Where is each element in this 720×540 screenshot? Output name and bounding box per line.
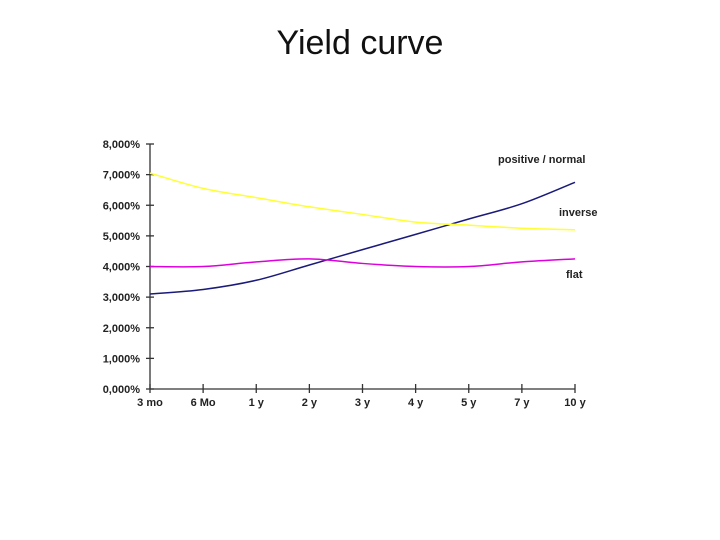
y-tick-label: 4,000%	[103, 262, 141, 274]
y-tick-label: 3,000%	[103, 292, 141, 304]
y-tick-label: 0,000%	[103, 384, 141, 396]
series-label-flat: flat	[566, 269, 583, 281]
chart-labels: 0,000% 1,000% 2,000% 3,000% 4,000% 5,000% 6,00…	[103, 139, 598, 409]
x-tick-label: 3 mo	[137, 397, 163, 409]
series-line-inverse	[149, 172, 576, 231]
x-tick-label: 7 y	[514, 397, 530, 409]
x-tick-label: 10 y	[564, 397, 586, 409]
x-tick-label: 3 y	[355, 397, 371, 409]
y-tick-label: 8,000%	[103, 139, 141, 151]
x-tick-label: 5 y	[461, 397, 477, 409]
x-tick-label: 1 y	[249, 397, 265, 409]
x-tick-label: 4 y	[408, 397, 424, 409]
x-tick-label: 2 y	[302, 397, 318, 409]
y-tick-label: 2,000%	[103, 323, 141, 335]
y-tick-label: 5,000%	[103, 231, 141, 243]
y-tick-label: 6,000%	[103, 200, 141, 212]
chart-lines	[149, 172, 576, 295]
series-label-inverse: inverse	[559, 207, 598, 219]
series-line-flat	[149, 258, 576, 268]
y-tick-label: 7,000%	[103, 170, 141, 182]
chart-axes	[146, 143, 576, 393]
y-tick-label: 1,000%	[103, 353, 141, 365]
series-label-positive-normal: positive / normal	[498, 154, 585, 166]
x-tick-label: 6 Mo	[191, 397, 216, 409]
series-line-positive-normal	[149, 181, 576, 295]
slide-title: Yield curve	[276, 24, 444, 62]
